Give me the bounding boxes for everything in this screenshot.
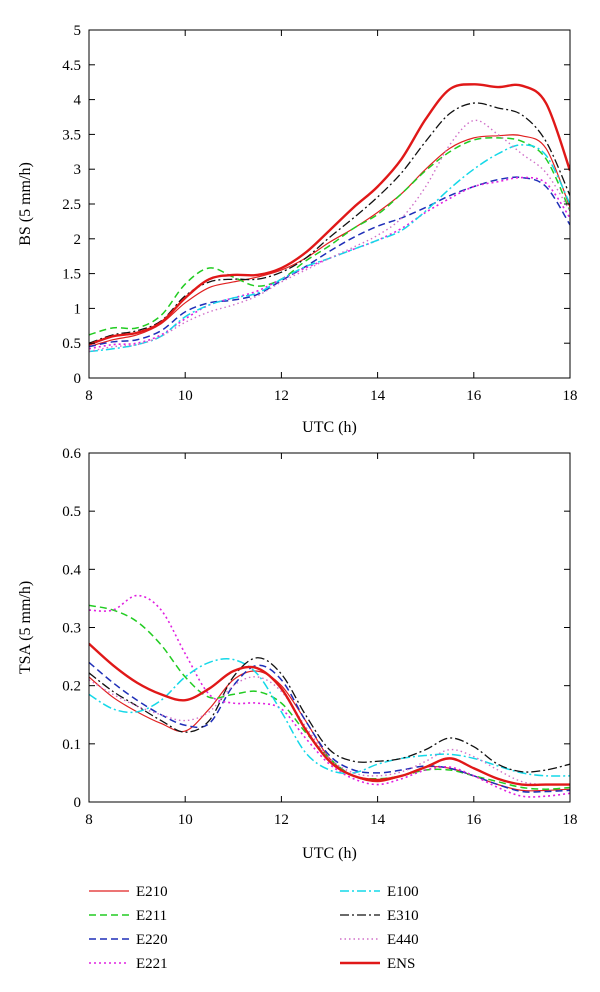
legend-label-e211: E211 [136, 908, 167, 924]
tsa-series-e220 [89, 661, 570, 793]
tsa-series-e211 [89, 604, 570, 790]
tsa-series-e100 [89, 657, 570, 777]
legend-label-e100: E100 [387, 884, 419, 900]
tsa-series-e221 [89, 594, 570, 798]
tsa-y-tick-label: 0 [74, 795, 82, 811]
bs-y-tick-label: 4 [74, 93, 82, 109]
bs-series-e310 [89, 102, 570, 344]
legend-label-ens: ENS [387, 956, 415, 972]
bs-x-tick-label: 8 [85, 388, 93, 404]
bs-x-tick-label: 12 [274, 388, 289, 404]
tsa-y-tick-label: 0.2 [62, 679, 81, 695]
tsa-x-tick-label: 16 [466, 812, 482, 828]
tsa-series-e210 [89, 670, 570, 792]
tsa-y-tick-label: 0.3 [62, 621, 81, 637]
tsa-x-tick-label: 18 [563, 812, 578, 828]
bs-x-axis-title: UTC (h) [302, 419, 357, 436]
legend: E210 E211 E220 E221 E100 E310 E440 ENS [89, 884, 419, 972]
bs-x-tick-label: 14 [370, 388, 386, 404]
tsa-series-e440 [89, 676, 570, 786]
tsa-series-ens [89, 642, 570, 787]
tsa-x-tick-label: 8 [85, 812, 93, 828]
tsa-y-tick-label: 0.1 [62, 737, 81, 753]
bs-series-e210 [89, 134, 570, 348]
bs-series-e100 [89, 144, 570, 353]
bs-series-e440 [89, 119, 570, 353]
bs-y-tick-label: 0 [74, 371, 82, 387]
legend-label-e221: E221 [136, 956, 168, 972]
bs-y-tick-label: 2 [74, 232, 82, 248]
bs-y-tick-label: 3.5 [62, 127, 81, 143]
bs-y-tick-label: 3 [74, 162, 82, 178]
tsa-series-e310 [89, 657, 570, 773]
tsa-y-axis-title: TSA (5 mm/h) [17, 581, 34, 674]
tsa-y-tick-label: 0.5 [62, 504, 81, 520]
bs-y-axis-title: BS (5 mm/h) [17, 162, 34, 246]
tsa-x-tick-label: 10 [178, 812, 193, 828]
bs-series-e220 [89, 176, 570, 348]
legend-label-e210: E210 [136, 884, 168, 900]
tsa-chart: 8 10 12 14 16 18 0 0.1 0.2 0.3 0.4 0.5 0.6 UTC (h) TSA… [17, 446, 578, 862]
bs-x-tick-label: 16 [466, 388, 482, 404]
legend-label-e310: E310 [387, 908, 419, 924]
bs-y-tick-label: 2.5 [62, 197, 81, 213]
bs-y-tick-label: 1.5 [62, 267, 81, 283]
tsa-x-tick-label: 14 [370, 812, 386, 828]
bs-y-tick-label: 1 [74, 301, 82, 317]
bs-chart: 8 10 12 14 16 18 0 0.5 1 1.5 2 2.5 3 3.5 4 4.5 5 UTC (h) B… [17, 23, 578, 436]
bs-y-tick-label: 4.5 [62, 58, 81, 74]
bs-plot-frame [88, 29, 571, 379]
tsa-y-tick-label: 0.4 [62, 562, 81, 578]
bs-series-e211 [89, 137, 570, 336]
legend-label-e440: E440 [387, 932, 419, 948]
tsa-x-tick-label: 12 [274, 812, 289, 828]
bs-y-tick-label: 5 [74, 23, 82, 39]
tsa-y-tick-label: 0.6 [62, 446, 81, 462]
bs-x-tick-label: 10 [178, 388, 193, 404]
legend-label-e220: E220 [136, 932, 168, 948]
tsa-x-axis-title: UTC (h) [302, 845, 357, 862]
bs-series-ens [89, 83, 570, 346]
bs-x-tick-label: 18 [563, 388, 578, 404]
bs-y-tick-label: 0.5 [62, 336, 81, 352]
